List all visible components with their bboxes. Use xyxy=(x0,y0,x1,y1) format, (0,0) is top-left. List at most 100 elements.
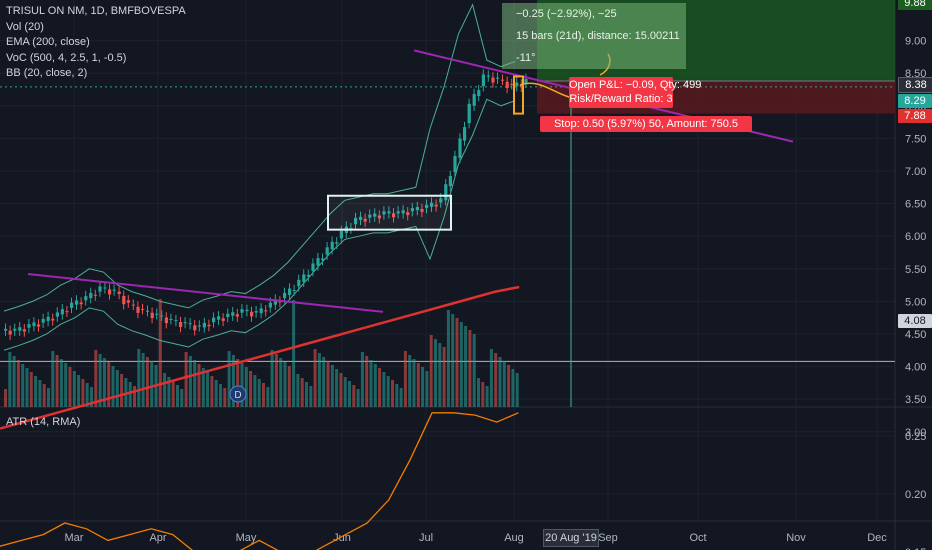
volume-bar xyxy=(455,318,459,407)
stop-price-tag: 7.88 xyxy=(898,109,932,123)
candle-body xyxy=(292,290,296,292)
volume-bar xyxy=(489,349,493,407)
close-price-tag: 8.29 xyxy=(898,94,932,108)
candle-body xyxy=(79,302,83,305)
atr-line xyxy=(0,412,519,550)
volume-bar xyxy=(68,367,72,407)
time-tick-label: May xyxy=(236,532,257,544)
candle-body xyxy=(55,312,59,317)
volume-bar xyxy=(25,368,29,407)
volume-bar xyxy=(55,355,59,407)
candle-body xyxy=(444,184,448,201)
candle-body xyxy=(193,325,197,331)
candle-body xyxy=(264,310,268,312)
price-tick-label: 6.50 xyxy=(905,199,926,211)
volume-bar xyxy=(244,367,248,407)
candle-body xyxy=(103,287,107,289)
candle-body xyxy=(325,247,329,255)
candle-body xyxy=(46,316,50,321)
candle-body xyxy=(415,207,419,211)
volume-bar xyxy=(8,352,12,407)
legend-bb[interactable]: BB (20, close, 2) xyxy=(6,67,88,79)
bb-lower xyxy=(3,98,516,351)
measure-tool-label[interactable]: −0.25 (−2.92%), −25 15 bars (21d), dista… xyxy=(502,3,686,69)
bb-upper xyxy=(3,3,516,312)
volume-bar xyxy=(317,353,321,407)
volume-bar xyxy=(442,347,446,407)
volume-bar xyxy=(313,349,317,407)
candle-body xyxy=(75,300,79,305)
volume-bar xyxy=(171,381,175,407)
volume-bar xyxy=(494,353,498,407)
volume-bar xyxy=(227,351,231,407)
time-tick-label: Sep xyxy=(598,532,618,544)
legend-ema[interactable]: EMA (200, close) xyxy=(6,36,90,48)
candle-body xyxy=(510,84,514,86)
volume-bar xyxy=(515,373,519,407)
legend-atr[interactable]: ATR (14, RMA) xyxy=(6,416,81,428)
price-tick-label: 7.50 xyxy=(905,133,926,145)
volume-bar xyxy=(378,368,382,407)
volume-bar xyxy=(90,387,93,407)
candle-body xyxy=(231,312,235,316)
volume-bar xyxy=(206,372,210,407)
volume-bar xyxy=(481,382,485,407)
volume-bar xyxy=(240,363,244,407)
candle-body xyxy=(401,210,405,214)
candle-body xyxy=(112,289,116,291)
candle-body xyxy=(387,211,391,214)
candle-body xyxy=(425,204,429,208)
price-tick-label: 6.00 xyxy=(905,231,926,243)
volume-bar xyxy=(498,357,502,407)
candle-body xyxy=(463,127,467,141)
symbol-title[interactable]: TRISUL ON NM, 1D, BMFBOVESPA xyxy=(6,5,186,17)
price-tick-label: 5.50 xyxy=(905,264,926,276)
volume-bar xyxy=(38,380,42,407)
candle-body xyxy=(392,213,396,218)
open-pl-label[interactable]: Open P&L: −0.09, Qty: 499 Risk/Reward Ra… xyxy=(569,77,701,108)
atr-tick-label: 0.15 xyxy=(905,547,926,550)
volume-bar xyxy=(94,350,98,407)
stop-label[interactable]: Stop: 0.50 (5.97%) 50, Amount: 750.5 xyxy=(540,116,752,132)
volume-bar xyxy=(81,379,85,407)
candle-body xyxy=(354,217,358,225)
volume-bar xyxy=(16,360,20,407)
volume-bar xyxy=(141,353,145,407)
volume-bar xyxy=(34,376,38,407)
candle-body xyxy=(448,175,452,187)
candle-body xyxy=(321,258,325,261)
legend-voc[interactable]: VoC (500, 4, 2.5, 1, -0.5) xyxy=(6,51,127,64)
candle-body xyxy=(396,211,400,214)
candle-body xyxy=(359,216,363,220)
volume-bar xyxy=(72,371,76,407)
volume-bar xyxy=(283,362,287,407)
candle-body xyxy=(339,230,343,239)
volume-bar xyxy=(219,384,222,407)
volume-bar xyxy=(4,389,7,407)
volume-bar xyxy=(395,384,399,407)
candle-body xyxy=(273,299,277,305)
candle-body xyxy=(316,258,320,266)
volume-bar xyxy=(502,361,506,407)
time-tick-label: Jul xyxy=(419,532,433,544)
volume-bar xyxy=(412,359,416,407)
candle-body xyxy=(467,103,471,124)
atr-tick-label: 0.25 xyxy=(905,431,926,443)
volume-bar xyxy=(257,379,261,407)
candle-body xyxy=(141,308,145,310)
volume-bar xyxy=(42,384,46,407)
candle-body xyxy=(37,324,41,327)
volume-series xyxy=(4,299,519,407)
volume-bar xyxy=(111,366,115,407)
volume-bar xyxy=(279,358,283,407)
volume-bar xyxy=(64,363,68,407)
volume-bar xyxy=(59,359,63,407)
legend-vol[interactable]: Vol (20) xyxy=(6,20,44,33)
volume-bar xyxy=(292,300,296,407)
volume-bar xyxy=(137,349,141,407)
volume-bar xyxy=(150,361,154,407)
candle-body xyxy=(330,241,334,250)
volume-bar xyxy=(352,385,356,407)
